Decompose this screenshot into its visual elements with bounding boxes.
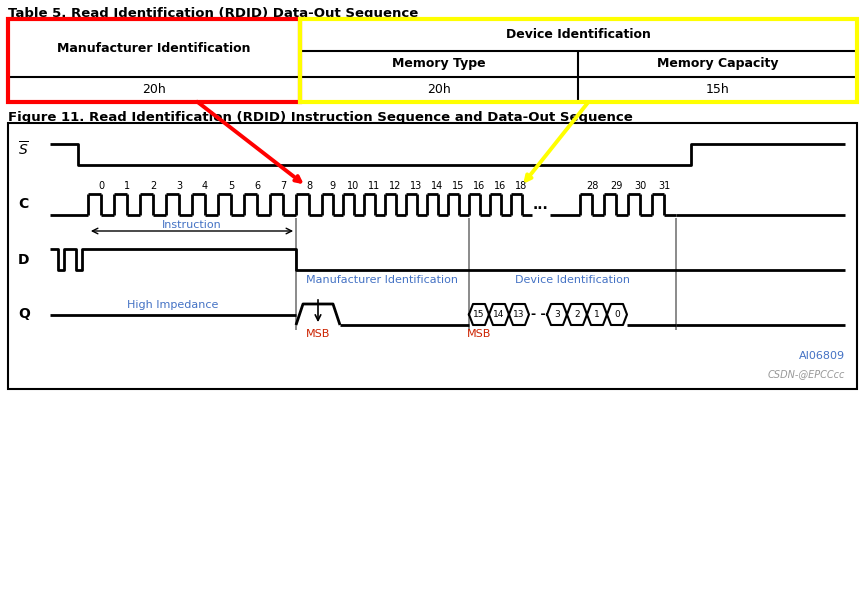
Text: 16: 16: [473, 181, 485, 191]
Text: $\overline{S}$: $\overline{S}$: [18, 140, 29, 159]
Text: 13: 13: [513, 310, 525, 319]
Text: Memory Capacity: Memory Capacity: [657, 58, 778, 71]
Text: 14: 14: [432, 181, 444, 191]
Text: 15: 15: [473, 310, 484, 319]
Text: 2: 2: [150, 181, 156, 191]
Text: High Impedance: High Impedance: [127, 301, 219, 310]
Text: 30: 30: [634, 181, 646, 191]
Text: 13: 13: [410, 181, 423, 191]
Text: Manufacturer Identification: Manufacturer Identification: [306, 275, 458, 285]
Text: 3: 3: [554, 310, 560, 319]
Text: 0: 0: [98, 181, 104, 191]
Text: 8: 8: [306, 181, 312, 191]
Text: 1: 1: [594, 310, 599, 319]
Text: C: C: [18, 198, 29, 211]
Text: 3: 3: [176, 181, 182, 191]
Text: 16: 16: [495, 181, 507, 191]
Text: 15: 15: [452, 181, 465, 191]
Text: AI06809: AI06809: [799, 351, 845, 361]
Text: 18: 18: [516, 181, 528, 191]
Text: 1: 1: [124, 181, 130, 191]
Text: D: D: [18, 253, 29, 267]
Text: - -: - -: [531, 308, 546, 321]
Text: ...: ...: [533, 198, 548, 212]
Text: Instruction: Instruction: [162, 220, 222, 230]
Text: 5: 5: [227, 181, 234, 191]
Text: 29: 29: [610, 181, 622, 191]
Bar: [8, 123, 857, 389]
Text: 11: 11: [368, 181, 381, 191]
Text: Manufacturer Identification: Manufacturer Identification: [57, 41, 251, 55]
Text: Device Identification: Device Identification: [515, 275, 630, 285]
Text: Memory Type: Memory Type: [392, 58, 486, 71]
Text: 15h: 15h: [706, 83, 729, 96]
Text: 2: 2: [574, 310, 580, 319]
Text: 12: 12: [389, 181, 401, 191]
Text: 9: 9: [330, 181, 336, 191]
Text: 7: 7: [280, 181, 286, 191]
Text: 31: 31: [658, 181, 670, 191]
Text: 20h: 20h: [427, 83, 451, 96]
Text: MSB: MSB: [306, 329, 330, 339]
Text: 20h: 20h: [142, 83, 166, 96]
Text: 28: 28: [586, 181, 599, 191]
Bar: [8, 19, 857, 102]
Bar: [8, 19, 300, 102]
Text: 10: 10: [348, 181, 360, 191]
Text: Device Identification: Device Identification: [506, 29, 651, 41]
Bar: [300, 19, 857, 102]
Text: Table 5. Read Identification (RDID) Data-Out Sequence: Table 5. Read Identification (RDID) Data…: [8, 7, 419, 20]
Text: Figure 11. Read Identification (RDID) Instruction Sequence and Data-Out Sequence: Figure 11. Read Identification (RDID) In…: [8, 111, 633, 124]
Text: 14: 14: [493, 310, 504, 319]
Text: 4: 4: [202, 181, 208, 191]
Text: CSDN-@EPCCcc: CSDN-@EPCCcc: [767, 369, 845, 379]
Text: 0: 0: [614, 310, 620, 319]
Text: Q: Q: [18, 307, 30, 322]
Text: 6: 6: [254, 181, 260, 191]
Text: MSB: MSB: [467, 329, 491, 339]
